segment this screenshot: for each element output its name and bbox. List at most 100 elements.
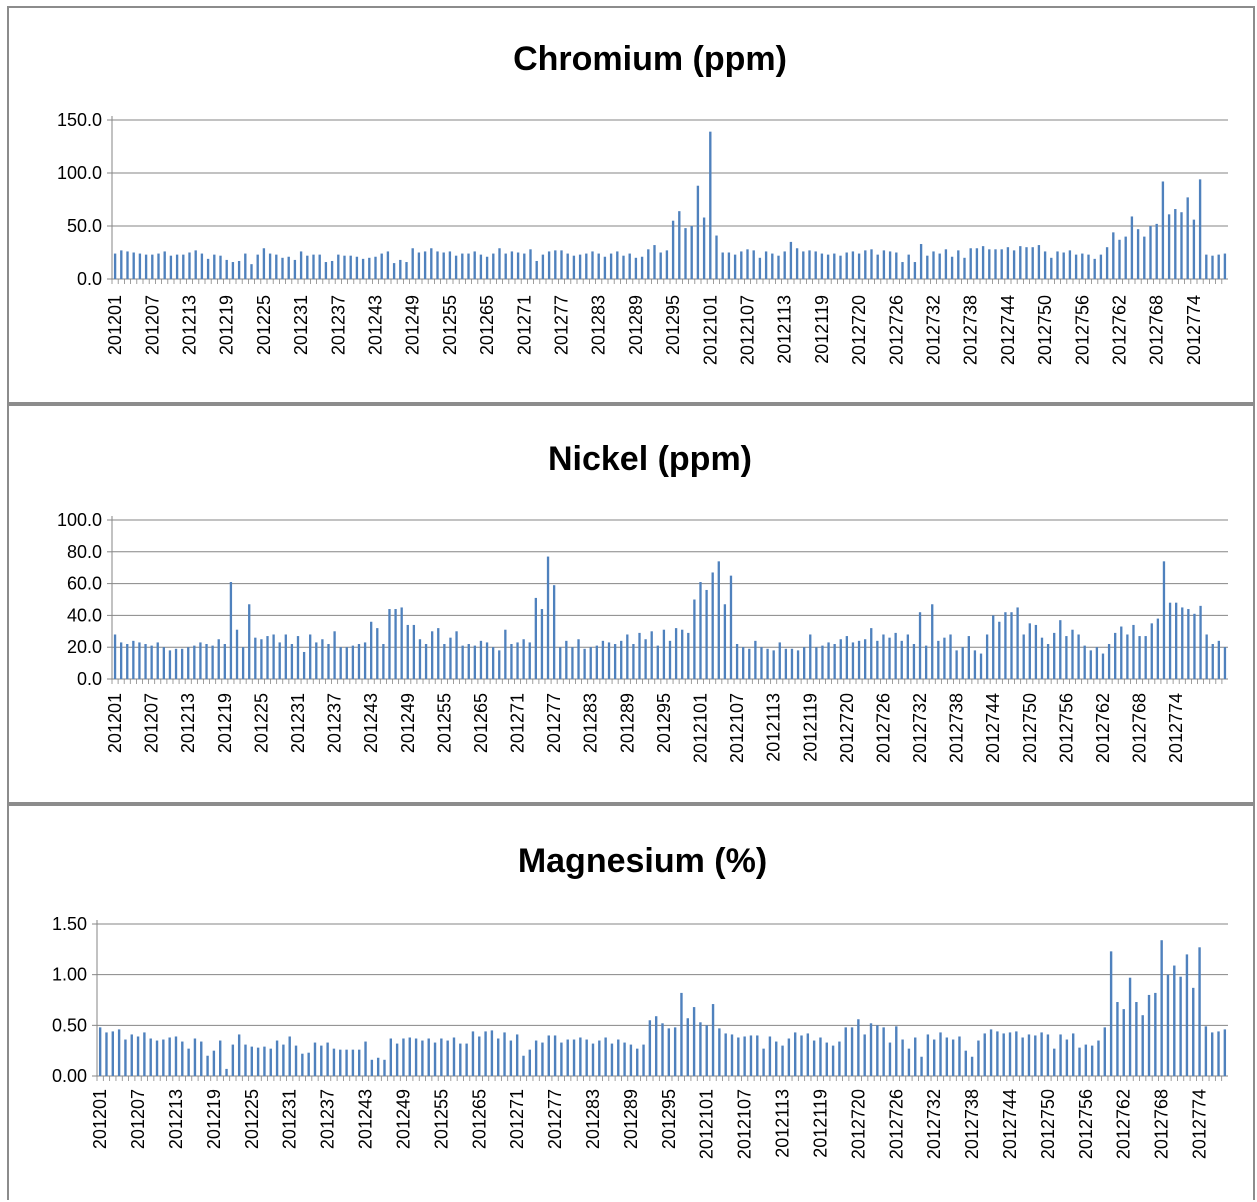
bar <box>1136 229 1140 279</box>
bar <box>781 1045 784 1076</box>
bar <box>412 624 416 679</box>
bar <box>1205 634 1208 679</box>
bar <box>1124 236 1127 279</box>
bar <box>1144 636 1147 679</box>
bar <box>944 249 948 279</box>
bar <box>1173 965 1176 1076</box>
bar <box>748 648 751 679</box>
x-tick-label: 201271 <box>508 693 528 753</box>
x-tick-label: 2012732 <box>924 1089 944 1159</box>
y-tick-label: 100.0 <box>57 510 102 530</box>
bar <box>337 254 340 279</box>
bar <box>1065 636 1068 679</box>
bar <box>693 599 696 679</box>
bar <box>913 262 917 279</box>
bar <box>709 131 712 279</box>
bar <box>399 259 402 279</box>
bar <box>907 254 910 279</box>
bar <box>288 1036 291 1076</box>
bar <box>411 248 414 279</box>
bar <box>1012 250 1016 279</box>
bar <box>730 1034 734 1076</box>
x-tick-label: 201289 <box>617 693 637 753</box>
bar <box>825 1042 828 1076</box>
bar <box>620 640 623 679</box>
bar <box>696 185 700 279</box>
bar <box>406 624 409 679</box>
bar <box>205 644 208 679</box>
bar <box>870 249 873 279</box>
bar <box>459 1043 462 1076</box>
bar <box>973 650 977 679</box>
x-tick-label: 201271 <box>514 295 534 355</box>
bar <box>988 249 991 279</box>
bar <box>124 1039 127 1076</box>
bar <box>389 1038 393 1076</box>
bar <box>473 251 476 279</box>
bar <box>307 1052 310 1076</box>
bar <box>1071 1033 1075 1076</box>
bar <box>296 636 300 679</box>
bar <box>1050 257 1053 279</box>
bar <box>1166 974 1170 1076</box>
bar <box>497 1038 500 1076</box>
bar <box>932 1039 936 1076</box>
bar <box>442 252 445 279</box>
bar <box>647 249 650 279</box>
bar <box>1103 1027 1106 1076</box>
bar <box>598 1040 601 1076</box>
x-tick-label: 201283 <box>581 693 601 753</box>
bar <box>528 642 531 679</box>
bar <box>1083 645 1086 679</box>
bar <box>358 1049 361 1076</box>
bar <box>363 642 367 679</box>
bar <box>1074 254 1078 279</box>
bar <box>339 647 342 679</box>
x-tick-label: 201295 <box>654 693 674 753</box>
bar <box>382 644 385 679</box>
bar <box>1089 650 1092 679</box>
bar <box>333 631 336 679</box>
bar <box>653 245 656 279</box>
bar <box>211 645 214 679</box>
bar <box>402 1038 405 1076</box>
bar <box>985 634 989 679</box>
bar <box>529 249 532 279</box>
bar <box>566 1039 569 1076</box>
bar <box>339 1049 342 1076</box>
x-tick-label: 2012768 <box>1152 1089 1172 1159</box>
bar <box>376 628 379 679</box>
bar <box>1084 1044 1088 1076</box>
bar <box>659 252 662 279</box>
bar <box>200 1041 203 1076</box>
y-tick-label: 40.0 <box>67 605 102 625</box>
bar <box>955 650 958 679</box>
bar <box>423 251 427 279</box>
y-tick-label: 100.0 <box>57 163 102 183</box>
x-tick-label: 2012738 <box>962 1089 982 1159</box>
y-tick-label: 80.0 <box>67 542 102 562</box>
bar <box>766 648 769 679</box>
bar <box>656 645 659 679</box>
x-tick-label: 201237 <box>325 693 345 753</box>
bar <box>136 1036 140 1076</box>
bar <box>1211 255 1214 279</box>
bar <box>290 644 294 679</box>
bar <box>869 1023 873 1076</box>
bar <box>571 647 574 679</box>
bar <box>321 639 324 679</box>
bar <box>138 253 142 279</box>
x-tick-label: 2012744 <box>998 295 1018 365</box>
x-tick-label: 201265 <box>469 1089 489 1149</box>
bar <box>949 634 952 679</box>
bar <box>1193 613 1196 679</box>
bar <box>926 255 929 279</box>
bar <box>566 253 569 279</box>
x-tick-label: 201231 <box>288 693 308 753</box>
bar <box>1155 223 1158 279</box>
bar <box>351 1049 355 1076</box>
bar <box>850 1027 854 1076</box>
x-tick-label: 2012750 <box>1035 295 1055 365</box>
bar <box>723 604 727 679</box>
bar <box>244 1044 247 1076</box>
